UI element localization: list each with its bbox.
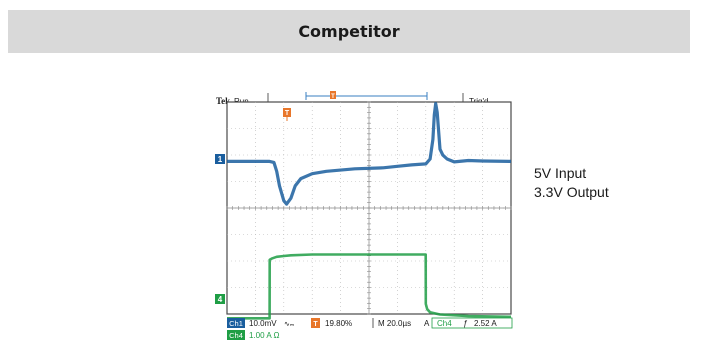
svg-text:1: 1 — [218, 155, 223, 164]
input-voltage-label: 5V Input — [534, 165, 587, 181]
svg-text:∿ₘ: ∿ₘ — [284, 321, 294, 328]
record-trigger-marker: T — [330, 91, 336, 100]
svg-text:4: 4 — [218, 295, 223, 304]
svg-text:ƒ: ƒ — [463, 319, 468, 328]
header-banner: Competitor — [8, 10, 690, 53]
ch1-ground-marker: 1 — [215, 154, 225, 164]
waveform-traces — [227, 102, 512, 320]
ch4-readout: Ch4 1.00 A Ω — [227, 330, 279, 340]
trigger-position-marker: T — [283, 108, 291, 121]
timebase-readout: M 20.0µs — [378, 319, 411, 328]
svg-text:T: T — [331, 94, 335, 100]
svg-text:Ch1: Ch1 — [229, 319, 243, 328]
record-length-bracket — [305, 92, 428, 100]
header-title: Competitor — [298, 22, 400, 41]
svg-text:Ch4: Ch4 — [229, 331, 243, 340]
svg-text:2.52 A: 2.52 A — [474, 319, 497, 328]
svg-text:19.80%: 19.80% — [325, 319, 352, 328]
scope-brand: Tek — [216, 96, 230, 106]
ch1-readout: Ch1 10.0mV ∿ₘ — [227, 318, 294, 328]
svg-text:10.0mV: 10.0mV — [249, 319, 277, 328]
trigger-mode-readout: A — [424, 319, 430, 328]
svg-text:1.00 A Ω: 1.00 A Ω — [249, 331, 279, 340]
trace-ch1 — [227, 102, 512, 206]
ch4-ground-marker: 4 — [215, 294, 225, 304]
output-voltage-label: 3.3V Output — [534, 184, 609, 200]
svg-text:T: T — [313, 321, 318, 328]
svg-text:T: T — [285, 110, 290, 117]
trace-ch4 — [227, 253, 512, 320]
trigger-readout: Ch4 ƒ 2.52 A — [431, 317, 513, 329]
trigger-position-readout: T 19.80% — [311, 318, 352, 328]
svg-text:Ch4: Ch4 — [437, 319, 452, 328]
